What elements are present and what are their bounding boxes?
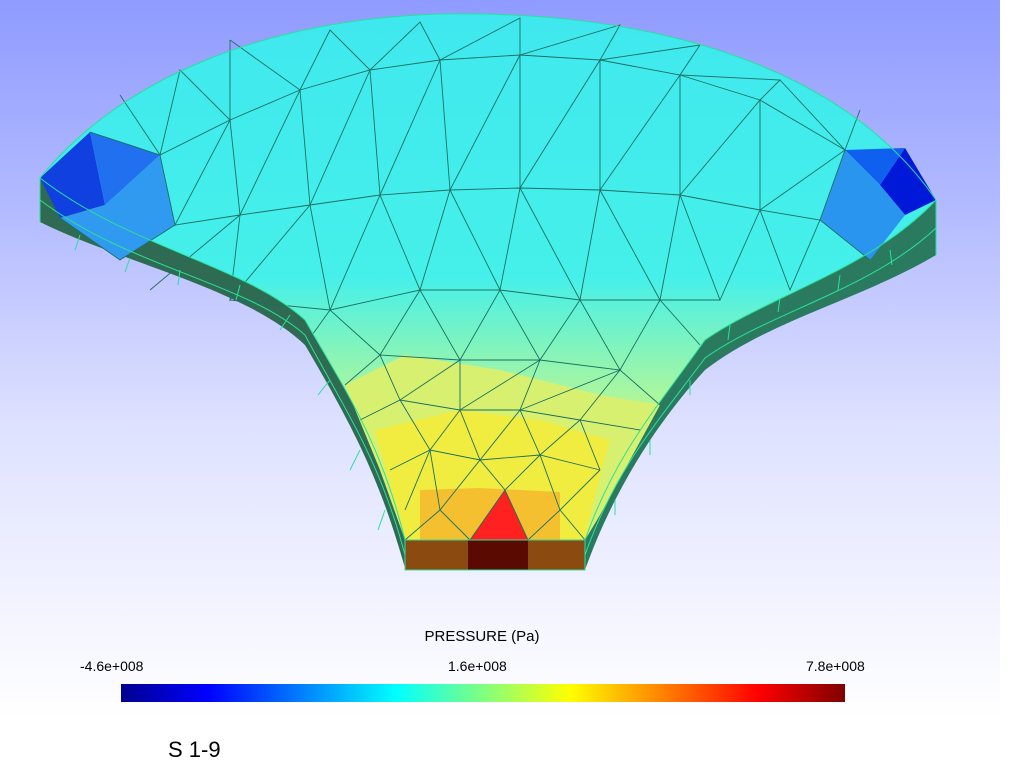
render-viewport[interactable]: PRESSURE (Pa) -4.6e+008 1.6e+008 7.8e+00… xyxy=(0,0,1000,718)
legend-title: PRESSURE (Pa) xyxy=(424,628,540,645)
mesh-edges-highlight xyxy=(39,13,937,571)
right-mid-blue-region xyxy=(820,150,905,260)
fem-mesh-view xyxy=(39,13,937,571)
pressure-regions xyxy=(40,132,936,540)
right-low-pressure-region xyxy=(880,148,936,215)
colorbar-max-label: 7.8e+008 xyxy=(806,658,865,674)
left-low-pressure-region-2 xyxy=(90,132,160,205)
peak-pressure-region xyxy=(470,490,528,540)
mesh-edges xyxy=(59,17,871,541)
right-side-wall xyxy=(585,200,936,570)
colorbar-min-label: -4.6e+008 xyxy=(80,658,144,674)
pressure-colorbar xyxy=(121,684,845,702)
mesh-top-face xyxy=(40,13,936,540)
left-low-pressure-region xyxy=(40,132,105,218)
figure-caption: S 1-9 xyxy=(168,737,221,762)
bottom-hot-wall-cell xyxy=(468,540,528,570)
right-low-pressure-region-2 xyxy=(845,148,905,185)
left-mid-blue-region xyxy=(60,155,175,260)
colorbar-mid-label: 1.6e+008 xyxy=(448,658,507,674)
